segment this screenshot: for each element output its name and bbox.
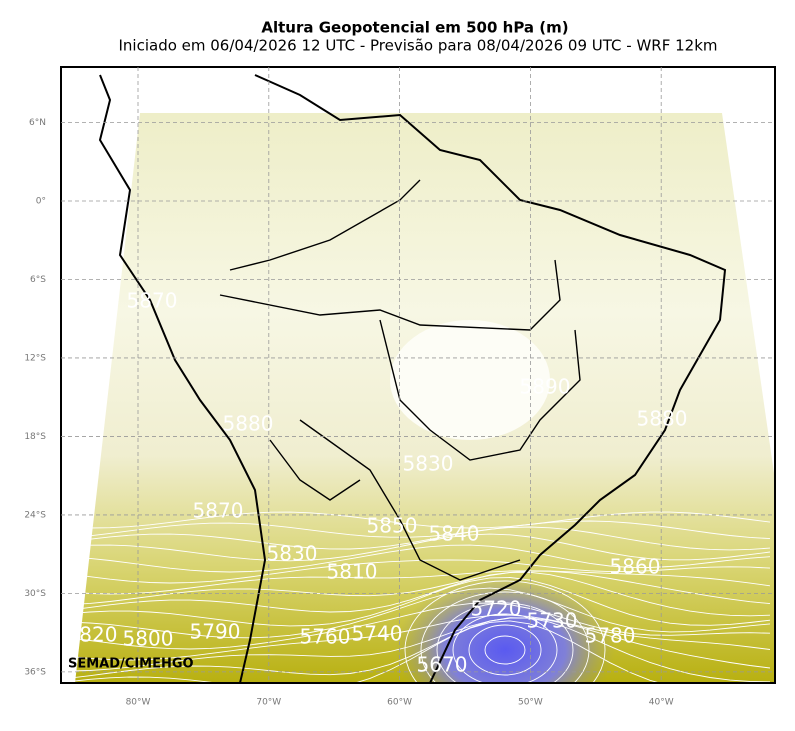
contours [69, 511, 771, 683]
contour-line [69, 577, 771, 627]
contour-line [468, 624, 542, 676]
contour-line [69, 570, 771, 606]
lon-label: 50°W [518, 698, 543, 708]
contour-label: 5760 [300, 625, 351, 649]
low-center [395, 575, 615, 683]
contour-line [69, 526, 771, 551]
lon-label: 70°W [256, 698, 281, 708]
contour-label: 5890 [520, 375, 571, 399]
contour-label: 5870 [127, 289, 178, 313]
contour-line [69, 587, 771, 639]
contour-label: 5810 [327, 560, 378, 584]
lat-label: 6°N [29, 118, 46, 128]
contour-label: 5840 [429, 522, 480, 546]
contour-label: 5850 [367, 514, 418, 538]
contour-label: 5730 [527, 609, 578, 633]
lat-label: 12°S [24, 353, 46, 363]
lon-label: 40°W [649, 698, 674, 708]
contour-label: 5880 [223, 412, 274, 436]
lat-label: 30°S [24, 589, 46, 599]
credit: SEMAD/CIMEHGO [68, 657, 194, 672]
contour-label: 5670 [417, 653, 468, 677]
borders [219, 179, 581, 581]
frame [60, 66, 776, 684]
contour-line [69, 570, 771, 595]
contour-label: 5800 [123, 627, 174, 651]
contour-line [452, 613, 558, 683]
contour-line [404, 580, 606, 683]
lat-label: 24°S [24, 510, 46, 520]
lat-label: 36°S [24, 667, 46, 677]
contour-line [69, 533, 771, 562]
contour-label: 5860 [610, 555, 661, 579]
map-area [69, 74, 775, 683]
contour-line [420, 591, 590, 683]
contour-label: 5740 [352, 622, 403, 646]
lat-label: 0° [36, 197, 46, 207]
contour-label: 5790 [190, 620, 241, 644]
title: Altura Geopotencial em 500 hPa (m) [261, 19, 568, 37]
contour-line [69, 544, 771, 573]
contour-line [436, 602, 574, 683]
lat-label: 6°S [30, 275, 46, 285]
contour-label: 5780 [585, 624, 636, 648]
contour-line [69, 617, 771, 683]
contour-line [69, 617, 771, 672]
contour-label: 5830 [267, 542, 318, 566]
contour-line [69, 620, 662, 683]
high-center [390, 320, 550, 440]
contour-label: 5870 [193, 499, 244, 523]
contour-line [69, 520, 771, 540]
contour-line [69, 602, 771, 650]
lat-label: 18°S [24, 432, 46, 442]
contour-line [69, 571, 771, 617]
contour-label: 5830 [403, 452, 454, 476]
lon-label: 80°W [126, 698, 151, 708]
lon-label: 60°W [387, 698, 412, 708]
contour-label: 5880 [637, 407, 688, 431]
contour-label: 5720 [471, 597, 522, 621]
contour-line [69, 511, 771, 529]
contour-label: 5820 [67, 623, 118, 647]
contour-line [484, 635, 526, 665]
subtitle: Iniciado em 06/04/2026 12 UTC - Previsão… [118, 37, 717, 55]
contour-line [69, 614, 771, 661]
